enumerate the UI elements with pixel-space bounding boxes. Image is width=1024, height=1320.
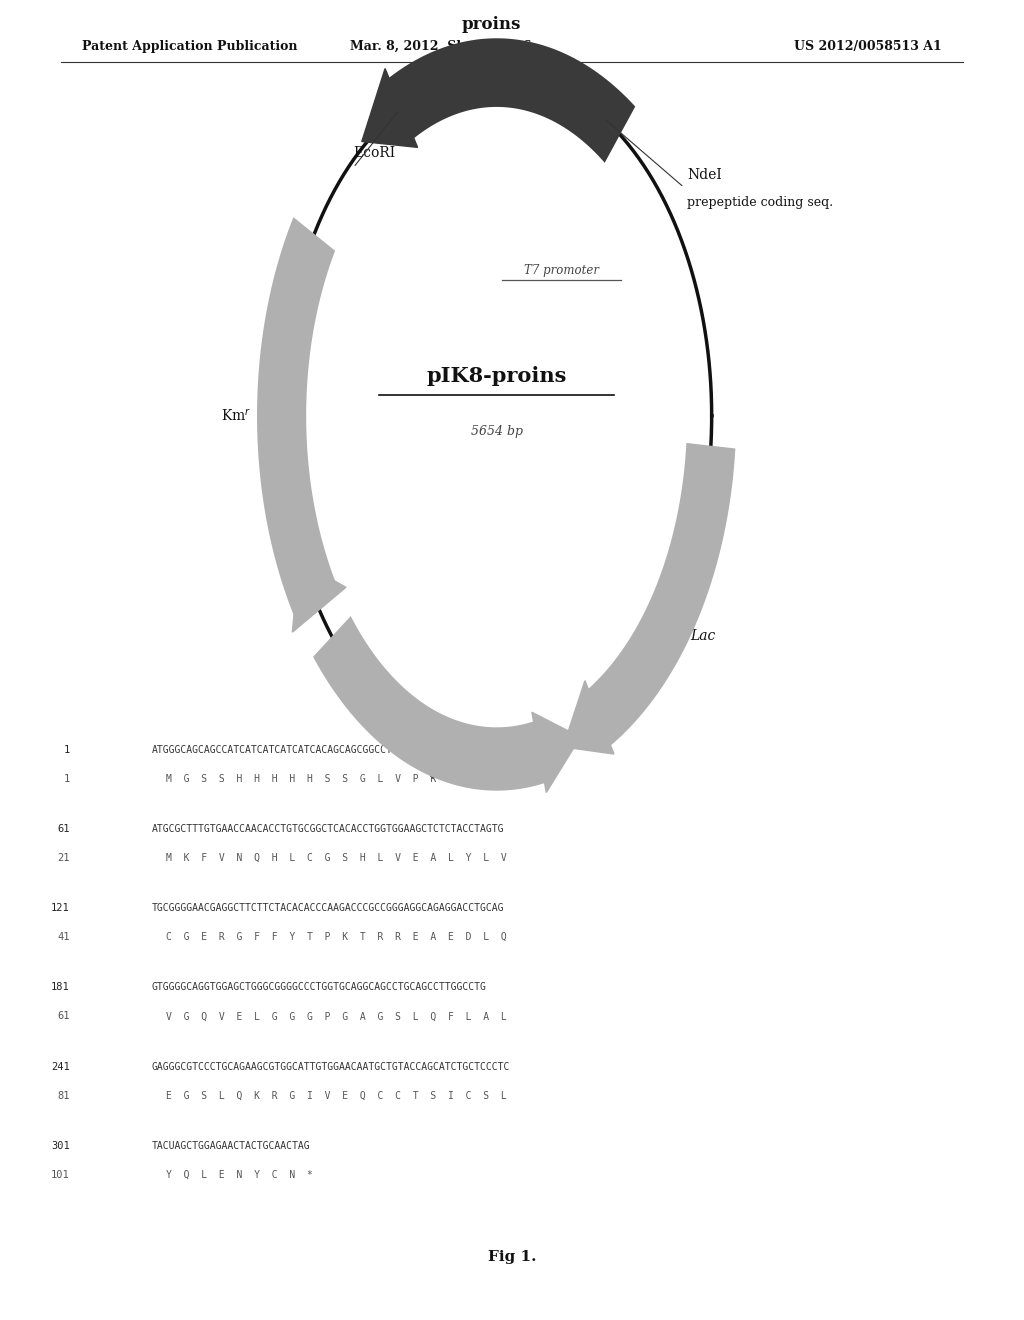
Text: 61: 61	[57, 1011, 70, 1022]
Text: pIK8-proins: pIK8-proins	[426, 366, 567, 387]
Text: proins: proins	[462, 16, 521, 33]
Text: 301: 301	[51, 1140, 70, 1151]
Text: TACUAGCTGGAGAACTACTGCAACTAG: TACUAGCTGGAGAACTACTGCAACTAG	[152, 1140, 310, 1151]
Polygon shape	[292, 561, 346, 632]
Text: 241: 241	[51, 1061, 70, 1072]
Polygon shape	[531, 713, 581, 792]
Text: 81: 81	[57, 1090, 70, 1101]
Text: E  G  S  L  Q  K  R  G  I  V  E  Q  C  C  T  S  I  C  S  L: E G S L Q K R G I V E Q C C T S I C S L	[166, 1090, 507, 1101]
Text: 21: 21	[57, 853, 70, 863]
Text: EcoRI: EcoRI	[353, 145, 395, 160]
Text: Fig 1.: Fig 1.	[487, 1250, 537, 1263]
Text: ATGCGCTTTGTGAACCAACACCTGTGCGGCTCACACCTGGTGGAAGCTCTCTACCTAGTG: ATGCGCTTTGTGAACCAACACCTGTGCGGCTCACACCTGG…	[152, 824, 504, 834]
Text: GAGGGCGTCCCTGCAGAAGCGTGGCATTGTGGAACAATGCTGTACCAGCATCTGCTCCCTC: GAGGGCGTCCCTGCAGAAGCGTGGCATTGTGGAACAATGC…	[152, 1061, 510, 1072]
Text: Lac: Lac	[690, 630, 716, 643]
Text: C  G  E  R  G  F  F  Y  T  P  K  T  R  R  E  A  E  D  L  Q: C G E R G F F Y T P K T R R E A E D L Q	[166, 932, 507, 942]
Text: 1: 1	[63, 774, 70, 784]
Text: 61: 61	[57, 824, 70, 834]
Text: GTGGGGCAGGTGGAGCTGGGCGGGGCCCTGGTGCAGGCAGCCTGCAGCCTTGGCCTG: GTGGGGCAGGTGGAGCTGGGCGGGGCCCTGGTGCAGGCAG…	[152, 982, 486, 993]
Text: 121: 121	[51, 903, 70, 913]
Text: TGCGGGGAACGAGGCTTCTTCTACACACCCAAGACCCGCCGGGAGGCAGAGGACCTGCAG: TGCGGGGAACGAGGCTTCTTCTACACACCCAAGACCCGCC…	[152, 903, 504, 913]
Text: NdeI: NdeI	[687, 168, 722, 182]
Text: 181: 181	[51, 982, 70, 993]
Text: Y  Q  L  E  N  Y  C  N  *: Y Q L E N Y C N *	[166, 1170, 312, 1180]
Text: 41: 41	[57, 932, 70, 942]
Polygon shape	[583, 444, 735, 750]
Text: Patent Application Publication: Patent Application Publication	[82, 40, 297, 53]
Text: 5654 bp: 5654 bp	[471, 425, 522, 438]
Polygon shape	[361, 69, 418, 148]
Polygon shape	[563, 681, 614, 754]
Text: T7 promoter: T7 promoter	[523, 264, 599, 277]
Text: ATGGGCAGCAGCCATCATCATCATCATCACAGCAGCGGCCTGGTGCCGCGCGGCAGCCAT: ATGGGCAGCAGCCATCATCATCATCATCACAGCAGCGGCC…	[152, 744, 504, 755]
Text: 1: 1	[63, 744, 70, 755]
Text: US 2012/0058513 A1: US 2012/0058513 A1	[795, 40, 942, 53]
Text: 101: 101	[51, 1170, 70, 1180]
Text: M  G  S  S  H  H  H  H  H  S  S  G  L  V  P  R  G  S  H: M G S S H H H H H S S G L V P R G S H	[166, 774, 489, 784]
Text: Mar. 8, 2012  Sheet 1 of 6: Mar. 8, 2012 Sheet 1 of 6	[349, 40, 531, 53]
Text: V  G  Q  V  E  L  G  G  G  P  G  A  G  S  L  Q  F  L  A  L: V G Q V E L G G G P G A G S L Q F L A L	[166, 1011, 507, 1022]
Text: Km$^r$: Km$^r$	[221, 408, 251, 424]
Text: Ori: Ori	[428, 767, 451, 781]
Text: M  K  F  V  N  Q  H  L  C  G  S  H  L  V  E  A  L  Y  L  V: M K F V N Q H L C G S H L V E A L Y L V	[166, 853, 507, 863]
Polygon shape	[257, 218, 337, 620]
Text: prepeptide coding seq.: prepeptide coding seq.	[687, 195, 834, 209]
Polygon shape	[313, 616, 551, 791]
Polygon shape	[383, 38, 635, 162]
